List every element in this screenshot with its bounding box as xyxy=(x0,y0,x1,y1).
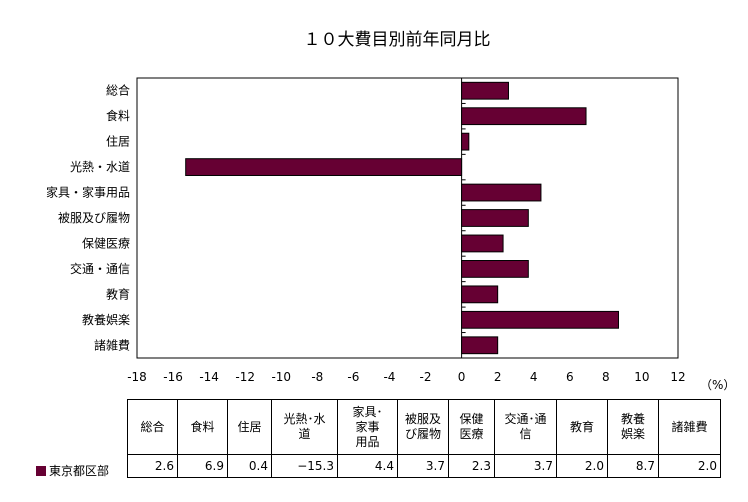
table-cell: 2.0 xyxy=(556,454,608,478)
header-text: 道 xyxy=(298,427,311,441)
table-cell: 4.4 xyxy=(337,454,398,478)
header-text: 保健 xyxy=(459,412,484,426)
category-label: 住居 xyxy=(106,135,130,149)
x-tick-label: -2 xyxy=(420,370,432,384)
category-label: 被服及び履物 xyxy=(58,211,130,225)
unit-label: （%） xyxy=(700,378,735,392)
header-text: 医療 xyxy=(459,427,484,441)
x-tick-labels: -18 -16 -14 -12 -10 -8 -6 -4 -2 0 2 4 6 8 10 12 xyxy=(127,370,685,384)
x-tick-label: 8 xyxy=(602,370,610,384)
data-table: 総合 食料 住居 光熱･水道家具･ 家事 用品 被服及 び履物 保健 医療 交通･通信教育 教養 娯楽諸… xyxy=(127,399,721,478)
table-cell: 3.7 xyxy=(494,454,557,478)
table-cell: 2.6 xyxy=(127,454,178,478)
table-header-cell: 総合 xyxy=(127,399,178,455)
table-header-cell: 保健 医療 xyxy=(448,399,495,455)
chart-title: １０大費目別前年同月比 xyxy=(304,30,491,50)
x-tick-label: 10 xyxy=(634,370,649,384)
x-tick-label: -10 xyxy=(271,370,291,384)
table-header-cell: 教育 xyxy=(556,399,608,455)
header-text: 家事 xyxy=(355,419,380,434)
header-text: 用品 xyxy=(355,434,380,449)
table-header-cell: 被服及 び履物 xyxy=(397,399,449,455)
x-tick-label: -18 xyxy=(127,370,147,384)
bar-0 xyxy=(461,81,509,100)
table-header-cell: 交通･通信 xyxy=(494,399,557,455)
x-tick-label: -4 xyxy=(383,370,395,384)
bar-8 xyxy=(461,285,499,304)
x-tick-label: 4 xyxy=(530,370,538,384)
row-label: 東京都区部 xyxy=(36,462,109,479)
chart: １０大費目別前年同月比 総合食料住居光熱・水道家具・家事用品被服及び履物保健医療… xyxy=(46,30,735,392)
table-cell: 8.7 xyxy=(607,454,659,478)
category-label: 光熱・水道 xyxy=(70,160,130,174)
header-text: 光熱･水 xyxy=(283,412,326,426)
category-label: 家具・家事用品 xyxy=(46,185,130,200)
x-tick-label: -6 xyxy=(347,370,359,384)
category-label: 保健医療 xyxy=(82,236,130,250)
bar-2 xyxy=(461,132,470,151)
header-text: 教養 xyxy=(620,412,645,426)
x-tick-label: -16 xyxy=(163,370,183,384)
category-label: 教養娯楽 xyxy=(82,312,130,327)
table-cell: 6.9 xyxy=(177,454,228,478)
header-text: 教育 xyxy=(569,419,594,434)
table-header-cell: 光熱･水道 xyxy=(271,399,338,455)
category-label: 教育 xyxy=(106,286,130,301)
bar-4 xyxy=(461,183,542,202)
table-row: 2.6 6.9 0.4 −15.3 4.4 3.7 2.3 3.7 2.0 8.7 2.0 xyxy=(127,454,721,478)
category-label: 食料 xyxy=(106,108,130,123)
header-text: 総合 xyxy=(140,419,165,434)
table-cell: 3.7 xyxy=(397,454,449,478)
category-label: 諸雑費 xyxy=(94,337,130,352)
table-cell: 2.3 xyxy=(448,454,495,478)
header-text: び履物 xyxy=(404,427,441,441)
x-tick-label: 12 xyxy=(670,370,685,384)
category-label: 総合 xyxy=(106,83,130,98)
x-tick-label: 2 xyxy=(494,370,502,384)
x-tick-label: 0 xyxy=(458,370,466,384)
row-label-text: 東京都区部 xyxy=(49,464,110,478)
bar-6 xyxy=(461,234,504,253)
bar-10 xyxy=(461,336,499,355)
x-tick-label: -8 xyxy=(311,370,323,384)
header-text: 交通･通 xyxy=(504,412,547,426)
table-header-cell: 家具･ 家事 用品 xyxy=(337,399,398,455)
bar-9 xyxy=(461,310,619,329)
category-labels: 総合食料住居光熱・水道家具・家事用品被服及び履物保健医療交通・通信教育教養娯楽諸… xyxy=(46,83,130,353)
bar-7 xyxy=(461,260,529,278)
table-cell: 0.4 xyxy=(227,454,272,478)
table-header-cell: 教養 娯楽 xyxy=(607,399,659,455)
table-header-cell: 住居 xyxy=(227,399,272,455)
x-tick-label: 6 xyxy=(566,370,574,384)
header-text: 食料 xyxy=(190,419,215,434)
table-header-cell: 食料 xyxy=(177,399,228,455)
header-text: 諸雑費 xyxy=(671,419,708,434)
header-text: 信 xyxy=(519,427,532,441)
table-header-row: 総合 食料 住居 光熱･水道家具･ 家事 用品 被服及 び履物 保健 医療 交通･通信教育 教養 娯楽諸… xyxy=(127,399,721,455)
table-cell: 2.0 xyxy=(658,454,721,478)
header-text: 家具･ xyxy=(352,404,383,419)
bar-1 xyxy=(461,107,587,126)
x-tick-label: -14 xyxy=(199,370,219,384)
category-label: 交通・通信 xyxy=(70,261,130,276)
bar-5 xyxy=(461,209,529,227)
table-header-cell: 諸雑費 xyxy=(658,399,721,455)
bars xyxy=(185,81,619,355)
header-text: 被服及 xyxy=(404,412,441,426)
series-swatch xyxy=(36,465,46,476)
table-cell: −15.3 xyxy=(271,454,338,478)
header-text: 住居 xyxy=(237,419,262,434)
x-tick-label: -12 xyxy=(235,370,255,384)
header-text: 娯楽 xyxy=(620,427,645,441)
bar-3 xyxy=(185,158,463,176)
